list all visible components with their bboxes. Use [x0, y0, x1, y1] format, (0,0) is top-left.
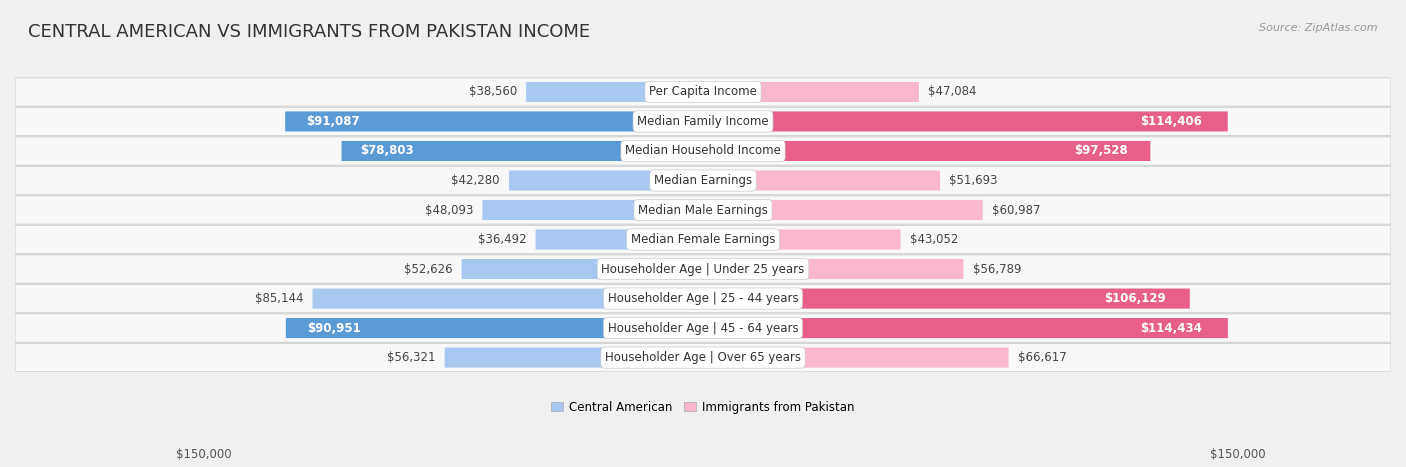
Text: $85,144: $85,144 [254, 292, 304, 305]
Text: $91,087: $91,087 [307, 115, 360, 128]
Text: Median Female Earnings: Median Female Earnings [631, 233, 775, 246]
Text: Median Household Income: Median Household Income [626, 144, 780, 157]
FancyBboxPatch shape [342, 141, 703, 161]
FancyBboxPatch shape [15, 166, 1391, 195]
Text: Median Earnings: Median Earnings [654, 174, 752, 187]
Text: $66,617: $66,617 [1018, 351, 1067, 364]
Text: $114,434: $114,434 [1140, 322, 1202, 334]
Text: $97,528: $97,528 [1074, 144, 1128, 157]
Text: $42,280: $42,280 [451, 174, 501, 187]
FancyBboxPatch shape [312, 289, 703, 309]
FancyBboxPatch shape [15, 78, 1391, 106]
FancyBboxPatch shape [703, 82, 920, 102]
Text: $150,000: $150,000 [1209, 448, 1265, 461]
FancyBboxPatch shape [482, 200, 703, 220]
Text: Source: ZipAtlas.com: Source: ZipAtlas.com [1260, 23, 1378, 33]
Text: Householder Age | Under 25 years: Householder Age | Under 25 years [602, 262, 804, 276]
FancyBboxPatch shape [285, 112, 703, 132]
Text: Householder Age | 25 - 44 years: Householder Age | 25 - 44 years [607, 292, 799, 305]
Text: Householder Age | 45 - 64 years: Householder Age | 45 - 64 years [607, 322, 799, 334]
Text: Median Male Earnings: Median Male Earnings [638, 204, 768, 217]
FancyBboxPatch shape [15, 196, 1391, 224]
Text: $150,000: $150,000 [176, 448, 232, 461]
FancyBboxPatch shape [444, 347, 703, 368]
FancyBboxPatch shape [703, 229, 900, 249]
FancyBboxPatch shape [703, 318, 1227, 338]
FancyBboxPatch shape [703, 170, 941, 191]
FancyBboxPatch shape [15, 284, 1391, 313]
FancyBboxPatch shape [15, 107, 1391, 135]
Text: Per Capita Income: Per Capita Income [650, 85, 756, 99]
Text: Median Family Income: Median Family Income [637, 115, 769, 128]
Text: $52,626: $52,626 [404, 262, 453, 276]
Text: $60,987: $60,987 [991, 204, 1040, 217]
FancyBboxPatch shape [703, 200, 983, 220]
FancyBboxPatch shape [526, 82, 703, 102]
Text: $90,951: $90,951 [307, 322, 360, 334]
Text: $106,129: $106,129 [1104, 292, 1166, 305]
Text: $48,093: $48,093 [425, 204, 474, 217]
FancyBboxPatch shape [703, 259, 963, 279]
FancyBboxPatch shape [703, 289, 1189, 309]
Text: $78,803: $78,803 [360, 144, 413, 157]
Text: $43,052: $43,052 [910, 233, 957, 246]
FancyBboxPatch shape [536, 229, 703, 249]
Legend: Central American, Immigrants from Pakistan: Central American, Immigrants from Pakist… [547, 396, 859, 418]
Text: Householder Age | Over 65 years: Householder Age | Over 65 years [605, 351, 801, 364]
FancyBboxPatch shape [15, 137, 1391, 165]
Text: $38,560: $38,560 [468, 85, 517, 99]
Text: $56,789: $56,789 [973, 262, 1021, 276]
Text: $36,492: $36,492 [478, 233, 526, 246]
FancyBboxPatch shape [509, 170, 703, 191]
Text: $51,693: $51,693 [949, 174, 998, 187]
FancyBboxPatch shape [703, 141, 1150, 161]
FancyBboxPatch shape [15, 255, 1391, 283]
FancyBboxPatch shape [15, 314, 1391, 342]
FancyBboxPatch shape [461, 259, 703, 279]
FancyBboxPatch shape [15, 226, 1391, 254]
Text: $47,084: $47,084 [928, 85, 977, 99]
FancyBboxPatch shape [285, 318, 703, 338]
FancyBboxPatch shape [15, 343, 1391, 372]
FancyBboxPatch shape [703, 112, 1227, 132]
FancyBboxPatch shape [703, 347, 1008, 368]
Text: CENTRAL AMERICAN VS IMMIGRANTS FROM PAKISTAN INCOME: CENTRAL AMERICAN VS IMMIGRANTS FROM PAKI… [28, 23, 591, 42]
Text: $56,321: $56,321 [387, 351, 436, 364]
Text: $114,406: $114,406 [1140, 115, 1202, 128]
